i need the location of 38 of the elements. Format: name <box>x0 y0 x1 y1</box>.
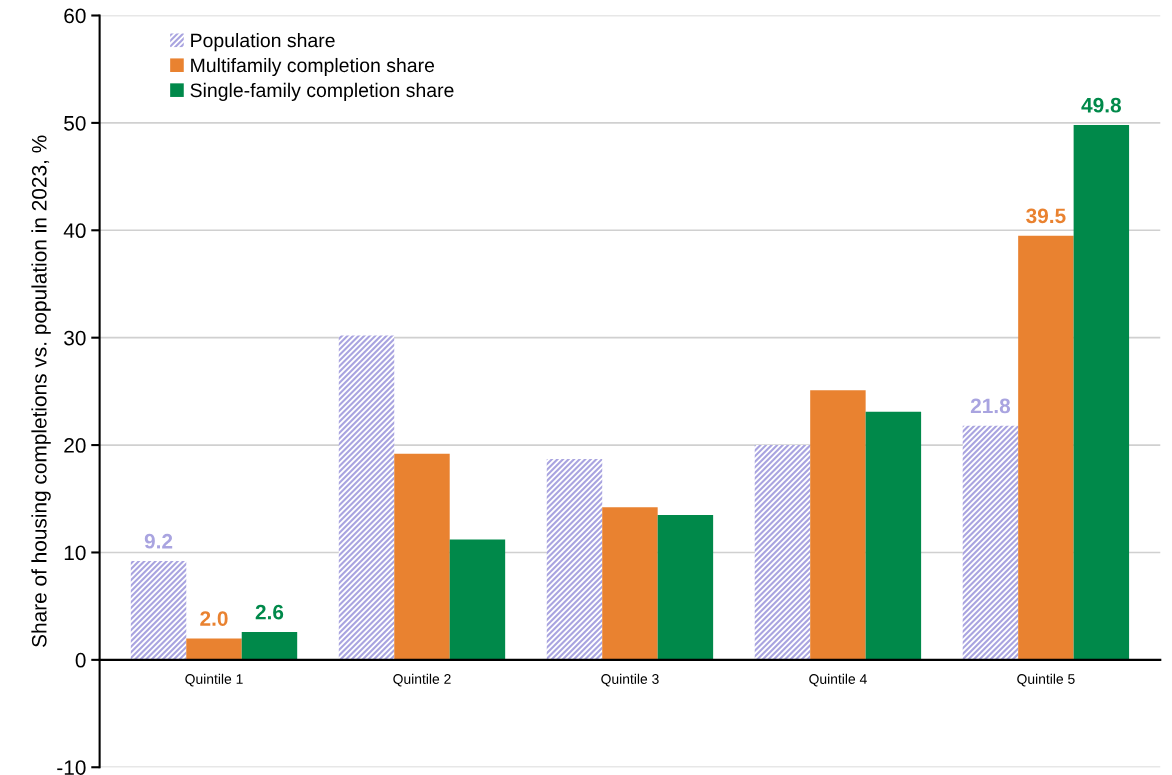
y-tick-label: 40 <box>63 223 86 239</box>
x-tick-label: Quintile 2 <box>393 673 451 687</box>
y-axis-title: Share of housing completions vs. population in 2023, % <box>31 135 51 647</box>
bar <box>1018 235 1074 660</box>
bar <box>338 335 395 660</box>
x-tick-label: Quintile 5 <box>1017 673 1075 687</box>
bar <box>865 411 922 660</box>
data-label: 21.8 <box>970 398 1011 414</box>
y-tick-label: 30 <box>64 330 86 346</box>
x-tick-label: Quintile 3 <box>601 673 659 687</box>
bar <box>754 445 811 660</box>
legend-label: Single-family completion share <box>190 82 454 101</box>
bar <box>602 507 658 660</box>
bar <box>241 631 298 660</box>
bar <box>546 459 603 660</box>
legend-label: Multifamily completion share <box>191 57 435 77</box>
bar <box>130 561 187 660</box>
data-label: 2.0 <box>200 611 228 626</box>
y-tick-label: 60 <box>64 8 86 24</box>
y-tick-label: 10 <box>64 545 86 561</box>
y-tick-label: 50 <box>64 115 86 131</box>
bar <box>1073 125 1130 660</box>
data-label: 9.2 <box>144 533 173 549</box>
x-tick-label: Quintile 1 <box>185 673 243 687</box>
bar <box>186 638 242 660</box>
y-tick-label: 0 <box>75 652 86 668</box>
bar <box>657 514 714 660</box>
bar <box>962 425 1019 660</box>
data-label: 39.5 <box>1026 208 1066 224</box>
x-tick-label: Quintile 4 <box>809 673 867 687</box>
y-tick-label: 20 <box>64 438 86 453</box>
bar <box>449 539 506 660</box>
y-tick-label: -10 <box>57 760 86 775</box>
data-label: 2.6 <box>255 604 284 620</box>
data-label: 49.8 <box>1081 97 1121 113</box>
bar <box>394 453 450 660</box>
legend-label: Population share <box>191 33 335 52</box>
bar <box>810 390 866 660</box>
